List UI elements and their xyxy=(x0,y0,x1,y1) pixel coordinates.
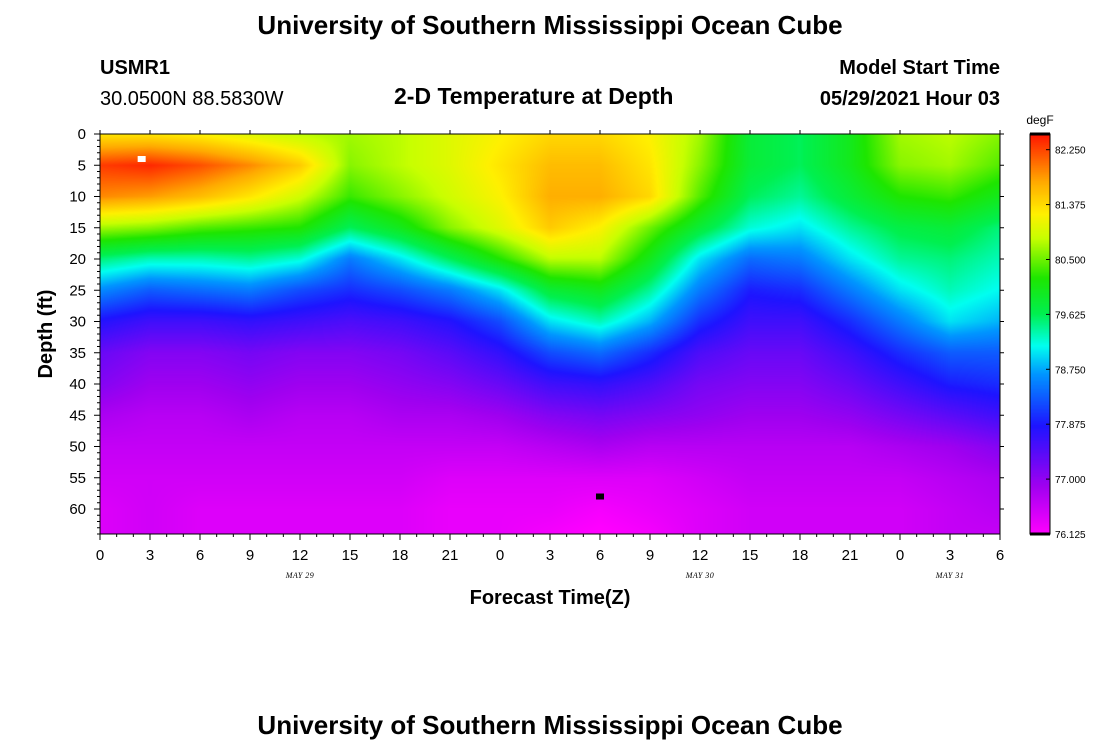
y-tick-label: 5 xyxy=(78,157,86,174)
colorbar xyxy=(1030,134,1050,534)
plot-title: 2-D Temperature at Depth xyxy=(394,83,674,109)
model-start-label: Model Start Time xyxy=(839,57,1000,79)
y-tick-label: 60 xyxy=(69,501,86,518)
y-tick-label: 20 xyxy=(69,251,86,268)
y-tick-label: 10 xyxy=(69,189,86,206)
x-tick-label: 6 xyxy=(596,547,604,564)
x-tick-label: 21 xyxy=(442,547,459,564)
y-tick-label: 35 xyxy=(69,345,86,362)
colorbar-tick-label: 77.875 xyxy=(1055,420,1086,431)
y-tick-label: 40 xyxy=(69,376,86,393)
model-start-value: 05/29/2021 Hour 03 xyxy=(819,88,1000,110)
x-tick-label: 15 xyxy=(342,547,359,564)
x-tick-label: 0 xyxy=(96,547,104,564)
colorbar-tick-label: 77.000 xyxy=(1055,475,1086,486)
bottom-title: University of Southern Mississippi Ocean… xyxy=(257,710,843,740)
x-tick-label: 0 xyxy=(496,547,504,564)
colorbar-tick-label: 80.500 xyxy=(1055,255,1086,266)
x-tick-label: 18 xyxy=(792,547,809,564)
x-axis-title: Forecast Time(Z) xyxy=(470,587,631,609)
x-tick-label: 15 xyxy=(742,547,759,564)
y-axis-title: Depth (ft) xyxy=(35,290,57,379)
y-tick-label: 0 xyxy=(78,126,86,143)
y-tick-label: 15 xyxy=(69,220,86,237)
date-label: MAY 30 xyxy=(685,571,715,580)
x-tick-label: 12 xyxy=(292,547,309,564)
x-tick-label: 3 xyxy=(146,547,154,564)
colorbar-tick-label: 78.750 xyxy=(1055,365,1086,376)
date-label: MAY 29 xyxy=(285,571,315,580)
y-tick-label: 50 xyxy=(69,439,86,456)
y-tick-label: 55 xyxy=(69,470,86,487)
colorbar-tick-label: 76.125 xyxy=(1055,530,1086,541)
y-tick-label: 25 xyxy=(69,282,86,299)
x-tick-label: 12 xyxy=(692,547,709,564)
colorbar-unit: degF xyxy=(1026,113,1053,127)
station-coords: 30.0500N 88.5830W xyxy=(100,88,284,110)
station-id: USMR1 xyxy=(100,57,171,79)
x-tick-label: 3 xyxy=(946,547,954,564)
x-tick-label: 3 xyxy=(546,547,554,564)
x-tick-label: 21 xyxy=(842,547,859,564)
colorbar-frame xyxy=(1029,133,1051,535)
colorbar-tick-label: 82.250 xyxy=(1055,146,1086,157)
colorbar-tick-label: 81.375 xyxy=(1055,201,1086,212)
x-tick-label: 6 xyxy=(996,547,1004,564)
max-marker xyxy=(137,156,146,162)
x-tick-label: 6 xyxy=(196,547,204,564)
plot-frame xyxy=(99,133,1001,535)
date-label: MAY 31 xyxy=(935,571,965,580)
min-marker xyxy=(596,493,604,500)
colorbar-tick-label: 79.625 xyxy=(1055,310,1086,321)
temperature-heatmap xyxy=(100,134,1000,534)
top-title: University of Southern Mississippi Ocean… xyxy=(257,10,843,40)
y-tick-label: 30 xyxy=(69,314,86,331)
x-tick-label: 18 xyxy=(392,547,409,564)
x-tick-label: 0 xyxy=(896,547,904,564)
x-tick-label: 9 xyxy=(246,547,254,564)
x-tick-label: 9 xyxy=(646,547,654,564)
y-tick-label: 45 xyxy=(69,407,86,424)
